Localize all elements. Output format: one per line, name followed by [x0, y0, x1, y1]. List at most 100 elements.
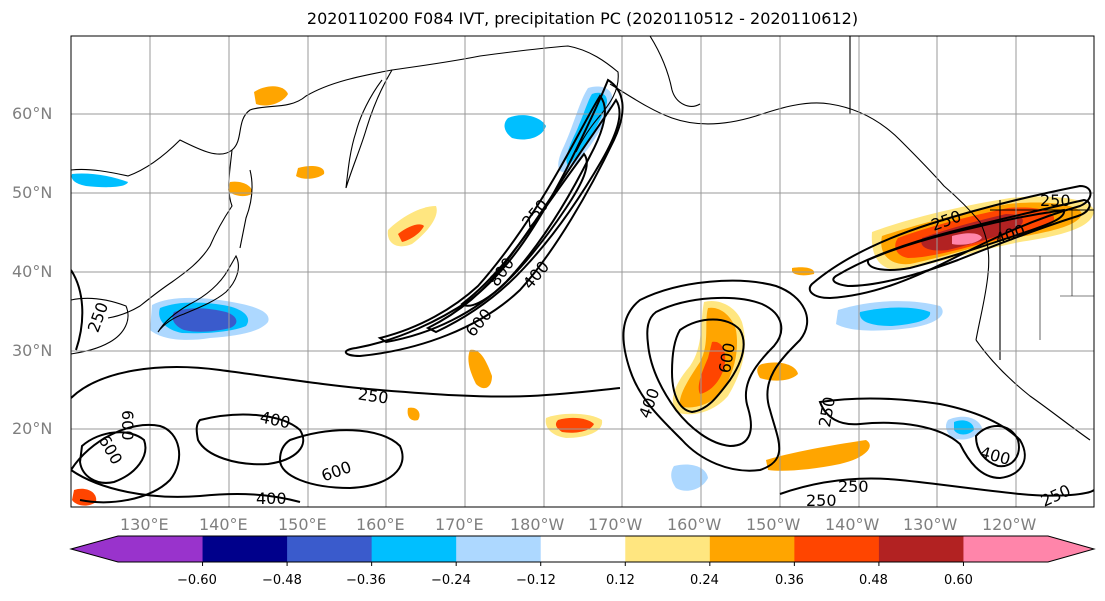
colorbar-tick-label: −0.60	[177, 573, 217, 588]
colorbar-extend-arrow-high	[1048, 536, 1094, 562]
longitude-label: 140°W	[825, 515, 880, 534]
precip-patch-positive	[921, 214, 1023, 251]
colorbar-outline	[69, 535, 1096, 563]
longitude-label: 160°W	[667, 515, 722, 534]
map-title: 2020110200 F084 IVT, precipitation PC (2…	[306, 9, 859, 28]
ivt-contour-600-central-pacific-loop	[670, 318, 745, 414]
colorbar-extend-arrow-low	[71, 536, 118, 562]
precip-patch-positive	[228, 181, 253, 197]
precip-patch-positive	[952, 233, 982, 245]
contour-label: 400	[256, 489, 287, 508]
precip-patch-positive	[398, 224, 424, 242]
colorbar-segment	[963, 536, 1049, 562]
latitude-label: 20°N	[12, 419, 53, 438]
map-area: 250 400 600 250 400 600 800 250 400 600 …	[71, 36, 1094, 511]
colorbar-segment	[540, 536, 626, 562]
ivt-contour-250-northeast-pacific	[808, 184, 1092, 300]
contour-label: 250	[806, 491, 837, 510]
colorbar-segment	[709, 536, 795, 562]
coastlines	[71, 36, 1094, 441]
precip-patch-positive	[407, 407, 420, 421]
colorbar-segment	[371, 536, 457, 562]
ivt-contours	[71, 78, 1094, 504]
coastline-alaska	[609, 83, 990, 341]
latitude-label: 50°N	[12, 183, 53, 202]
map-frame	[70, 35, 1095, 508]
colorbar-tick-label: −0.36	[346, 573, 386, 588]
longitude-label: 130°E	[120, 515, 169, 534]
colorbar-segment	[456, 536, 542, 562]
ivt-contour-400-northeast-pacific	[832, 198, 1091, 288]
longitude-label: 130°W	[903, 515, 958, 534]
ivt-contour-250-southeast	[779, 477, 1094, 497]
coastline-china	[71, 297, 129, 355]
coastline-na-west	[975, 339, 1091, 441]
ivt-contour-600-midpacific	[195, 413, 305, 466]
colorbar-tick-label: −0.48	[262, 573, 302, 588]
contour-label: 600	[462, 305, 496, 341]
precip-patch-negative	[954, 420, 974, 435]
colorbar-segment	[287, 536, 373, 562]
contour-label: 250	[357, 385, 390, 408]
longitude-label: 150°W	[746, 515, 801, 534]
ivt-contour-800-atmospheric-river	[460, 152, 588, 307]
colorbar-tick-label: −0.12	[516, 573, 556, 588]
colorbar-segment	[625, 536, 711, 562]
precip-patch-negative	[859, 307, 931, 326]
colorbar-tick-label: 0.12	[606, 573, 635, 588]
coastline-japan	[157, 254, 239, 333]
ivt-contour-600-west-tropics	[78, 431, 147, 484]
contour-label: 250	[1038, 481, 1074, 511]
longitude-label: 170°W	[588, 515, 643, 534]
contour-label: 250	[838, 477, 869, 496]
colorbar-tick-label: −0.24	[431, 573, 471, 588]
ivt-contour-250-tropics-lower	[71, 469, 301, 503]
precipitation-anomaly-shading	[71, 86, 1094, 506]
ivt-contour-400-central-pacific-loop	[646, 296, 783, 448]
precip-patch-positive	[72, 488, 97, 506]
colorbar-segment	[202, 536, 288, 562]
ivt-contour-400-midpacific	[278, 429, 404, 490]
ivt-contour-400-east-tropics	[974, 425, 1020, 468]
precip-patch-positive	[766, 440, 870, 471]
coastline-alaska-north	[649, 36, 701, 107]
contour-label: 800	[485, 254, 518, 290]
contour-label: 600	[319, 457, 354, 485]
contour-label: 250	[84, 300, 112, 335]
precip-patch-positive	[792, 267, 815, 276]
contour-label: 600	[118, 410, 137, 441]
ivt-contour-250-far-west	[71, 269, 84, 351]
colorbar-tick-label: 0.36	[775, 573, 804, 588]
colorbar-segment	[878, 536, 964, 562]
longitude-label: 180°W	[510, 515, 565, 534]
longitude-label: 170°E	[435, 515, 484, 534]
precip-patch-positive	[468, 349, 492, 389]
precip-patch-negative	[172, 308, 237, 332]
colorbar	[69, 535, 1096, 566]
colorbar-tick-label: 0.48	[859, 573, 888, 588]
precip-patch-negative	[71, 173, 128, 188]
ivt-contour-250-central-pacific-loop	[622, 279, 809, 472]
ivt-contour-250-tropics	[71, 366, 621, 399]
ivt-contour-600-northeast-pacific	[866, 208, 1066, 271]
contour-label: 250	[1040, 191, 1071, 210]
latitude-label: 30°N	[12, 341, 53, 360]
precip-patch-positive	[254, 86, 288, 106]
longitude-label: 160°E	[356, 515, 405, 534]
coastline-sakhalin	[239, 169, 253, 249]
precip-patch-negative	[671, 464, 708, 491]
latitude-label: 60°N	[12, 104, 53, 123]
precip-patch-positive	[698, 341, 726, 394]
contour-label: 400	[978, 443, 1012, 469]
longitude-label: 120°W	[982, 515, 1037, 534]
contour-label: 250	[815, 395, 839, 428]
latitude-label: 40°N	[12, 262, 53, 281]
colorbar-segment	[118, 536, 204, 562]
precip-patch-positive	[296, 166, 325, 179]
coastline-asia-east	[107, 149, 233, 319]
colorbar-tick-label: 0.60	[944, 573, 973, 588]
precip-patch-negative	[504, 115, 546, 140]
longitude-label: 140°E	[199, 515, 248, 534]
colorbar-segment	[794, 536, 880, 562]
longitude-label: 150°E	[278, 515, 327, 534]
